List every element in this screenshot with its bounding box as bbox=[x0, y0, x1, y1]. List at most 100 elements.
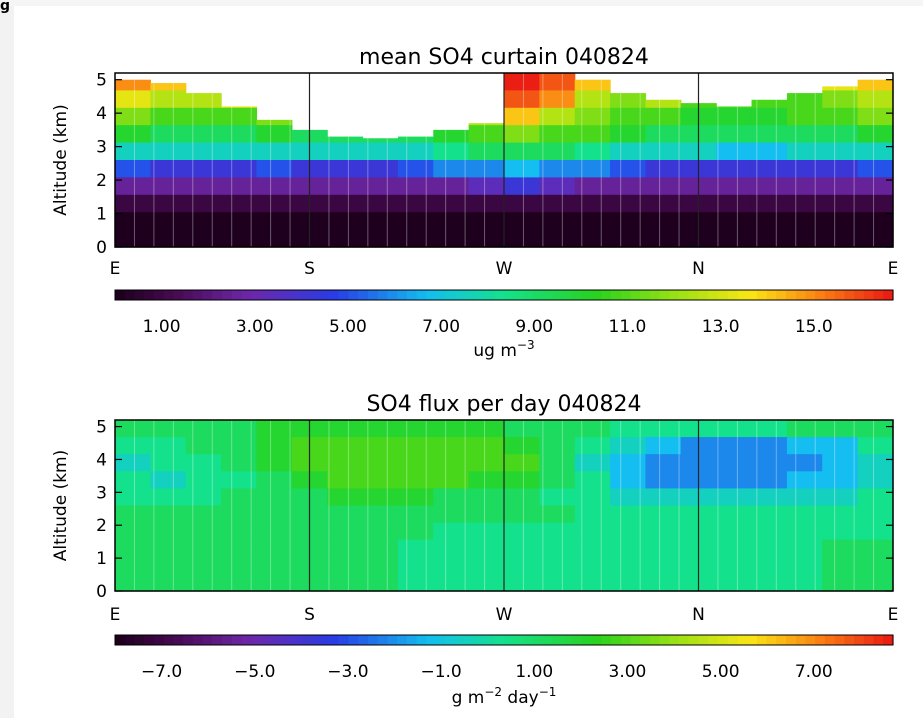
field-cell bbox=[539, 194, 576, 213]
field-cell bbox=[185, 505, 222, 524]
field-cell bbox=[362, 142, 399, 161]
field-cell bbox=[397, 212, 434, 231]
field-cell bbox=[786, 539, 823, 558]
field-cell bbox=[645, 142, 682, 161]
field-cell bbox=[574, 573, 611, 592]
field-cell bbox=[185, 107, 222, 126]
field-cell bbox=[433, 539, 470, 558]
field-cell bbox=[221, 522, 258, 541]
field-cell bbox=[857, 505, 894, 524]
field-cell bbox=[433, 212, 470, 231]
colorbar-swatch bbox=[397, 635, 408, 645]
field-cell bbox=[645, 99, 682, 109]
field-cell bbox=[574, 90, 611, 109]
field-cell bbox=[751, 142, 788, 161]
field-cell bbox=[857, 437, 894, 455]
field-cell bbox=[786, 505, 823, 524]
field-cell bbox=[751, 488, 788, 507]
field-cell bbox=[822, 522, 859, 541]
field-cell bbox=[574, 522, 611, 541]
field-cell bbox=[468, 556, 505, 575]
colorbar-swatch bbox=[406, 290, 418, 300]
colorbar-swatch bbox=[805, 635, 816, 645]
field-cell bbox=[256, 229, 293, 248]
field-cell bbox=[397, 160, 434, 178]
field-cell bbox=[751, 573, 788, 592]
colorbar-tick-label: 3.00 bbox=[236, 317, 274, 337]
plot-frame bbox=[114, 419, 894, 592]
field-cell bbox=[185, 488, 222, 507]
field-cell bbox=[751, 194, 788, 213]
field-cell bbox=[504, 229, 540, 248]
field-cell bbox=[716, 539, 753, 558]
field-cell bbox=[362, 177, 399, 196]
field-cell bbox=[327, 454, 364, 472]
field-cell bbox=[185, 573, 222, 592]
y-tick-label: 1 bbox=[96, 205, 107, 225]
colorbar-swatch bbox=[183, 635, 194, 645]
colorbar-swatch bbox=[844, 290, 855, 300]
field-cell bbox=[786, 573, 823, 592]
field-cell bbox=[150, 125, 187, 144]
colorbar-swatch bbox=[504, 635, 515, 645]
colorbar-swatch bbox=[523, 635, 534, 645]
plot-frame bbox=[114, 72, 894, 248]
x-tick-label: S bbox=[304, 605, 315, 625]
colorbar-swatch bbox=[241, 635, 252, 645]
field-cell bbox=[716, 107, 753, 126]
field-cell bbox=[504, 505, 540, 524]
field-cell bbox=[504, 437, 540, 455]
field-cell bbox=[397, 488, 434, 507]
colorbar-swatch bbox=[299, 290, 311, 300]
field-cell bbox=[150, 420, 187, 438]
colorbar-swatch bbox=[727, 635, 738, 645]
field-cell bbox=[574, 107, 611, 126]
field-cell bbox=[716, 505, 753, 524]
field-cell bbox=[645, 160, 682, 178]
field-cell bbox=[574, 125, 611, 144]
field-cell bbox=[468, 123, 505, 126]
field-cell bbox=[327, 437, 364, 455]
field-cell bbox=[786, 93, 823, 109]
field-cell bbox=[362, 138, 399, 144]
field-cell bbox=[857, 556, 894, 575]
colorbar-swatch bbox=[328, 635, 340, 645]
field-cell bbox=[150, 454, 187, 472]
field-cell bbox=[645, 539, 682, 558]
field-cell bbox=[574, 505, 611, 524]
field-cell bbox=[115, 488, 151, 507]
colorbar-swatch bbox=[183, 290, 194, 300]
colorbar-swatch bbox=[698, 290, 709, 300]
colorbar-swatch bbox=[620, 290, 632, 300]
field-cell bbox=[539, 212, 576, 231]
field-cell bbox=[574, 229, 611, 248]
field-cell bbox=[539, 177, 576, 196]
field-cell bbox=[610, 539, 647, 558]
field-cell bbox=[786, 229, 823, 248]
field-cell bbox=[504, 420, 540, 438]
field-cell bbox=[433, 437, 470, 455]
field-cell bbox=[256, 573, 293, 592]
field-cell bbox=[610, 142, 647, 161]
field-cell bbox=[150, 160, 187, 178]
field-cell bbox=[786, 437, 823, 455]
field-cell bbox=[362, 229, 399, 248]
field-cell bbox=[150, 505, 187, 524]
colorbar-unit-label: ug m−3 bbox=[473, 338, 534, 361]
field-cell bbox=[397, 539, 434, 558]
colorbar-swatch bbox=[504, 290, 515, 300]
colorbar-swatch bbox=[290, 635, 301, 645]
field-cell bbox=[433, 454, 470, 472]
field-cell bbox=[327, 488, 364, 507]
field-cell bbox=[150, 142, 187, 161]
colorbar-swatch bbox=[251, 635, 262, 645]
field-cell bbox=[857, 522, 894, 541]
field-cell bbox=[857, 573, 894, 592]
colorbar-swatch bbox=[873, 635, 884, 645]
colorbar-swatch bbox=[221, 635, 233, 645]
field-cell bbox=[256, 539, 293, 558]
field-cell bbox=[221, 454, 258, 472]
field-cell bbox=[645, 488, 682, 507]
field-cell bbox=[539, 73, 576, 91]
colorbar-swatch bbox=[591, 290, 602, 300]
